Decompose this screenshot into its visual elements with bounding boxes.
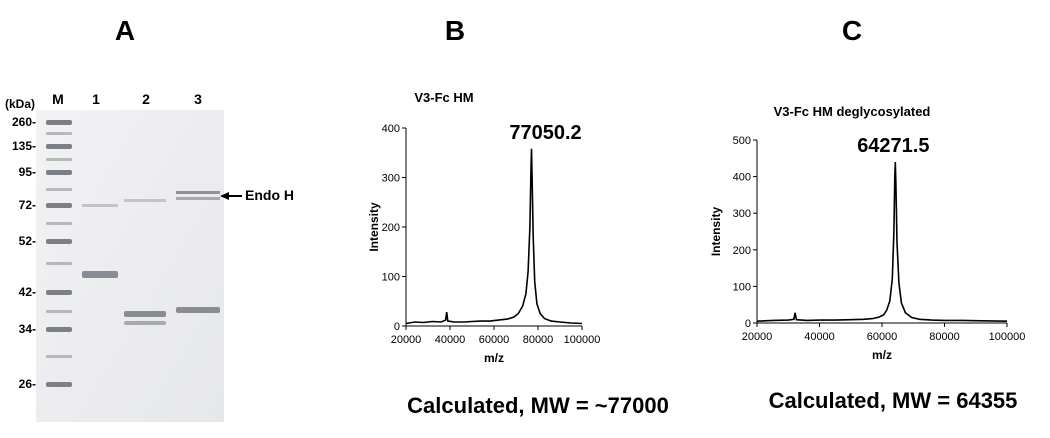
unit-label: (kDa): [5, 97, 35, 111]
lane-label: 1: [92, 91, 100, 107]
y-tick-label: 300: [382, 173, 400, 185]
marker-label: 72-: [19, 198, 36, 212]
sample-bands: [82, 191, 220, 325]
caption: Calculated, MW = 64355: [769, 388, 1018, 413]
y-tick-label: 200: [733, 245, 751, 257]
arrow-head: [220, 192, 229, 200]
y-tick-label: 0: [394, 321, 400, 333]
gel: [36, 110, 224, 422]
x-tick-label: 40000: [804, 331, 835, 343]
y-axis-label: Intensity: [367, 202, 381, 252]
lane-label: 3: [194, 91, 202, 107]
caption: Calculated, MW = ~77000: [407, 393, 669, 418]
y-tick-label: 0: [745, 318, 751, 330]
x-axis-label: m/z: [484, 351, 504, 365]
peak-label: 77050.2: [509, 122, 581, 144]
y-tick-label: 100: [382, 272, 400, 284]
x-tick-label: 20000: [742, 331, 773, 343]
marker-label: 260-: [12, 115, 36, 129]
x-tick-label: 40000: [435, 334, 466, 346]
marker-label: 26-: [19, 377, 36, 391]
chart-title: V3-Fc HM deglycosylated: [774, 104, 931, 119]
y-tick-label: 400: [733, 172, 751, 184]
y-tick-label: 300: [733, 208, 751, 220]
marker-label: 135-: [12, 139, 36, 153]
panel-label: C: [842, 15, 862, 46]
marker-label: 52-: [19, 234, 36, 248]
marker-label: 34-: [19, 322, 36, 336]
spectrum-line: [756, 161, 1008, 322]
y-axis-label: Intensity: [709, 207, 723, 257]
x-tick-label: 80000: [523, 334, 554, 346]
spectrum-line: [405, 148, 583, 325]
marker-label: 42-: [19, 285, 36, 299]
lane-label: 2: [142, 91, 150, 107]
y-tick-label: 500: [733, 135, 751, 147]
panel-label: B: [445, 15, 465, 46]
x-axis-label: m/z: [872, 348, 892, 362]
x-tick-label: 60000: [479, 334, 510, 346]
x-tick-label: 20000: [391, 334, 422, 346]
lane-label: M: [52, 91, 64, 107]
gel-annotation: Endo H: [245, 187, 294, 203]
y-tick-label: 200: [382, 222, 400, 234]
chart-title: V3-Fc HM: [414, 90, 473, 105]
x-tick-label: 100000: [989, 331, 1026, 343]
marker-bands: [46, 120, 72, 387]
y-tick-label: 100: [733, 281, 751, 293]
peak-label: 64271.5: [857, 135, 929, 157]
x-tick-label: 80000: [929, 331, 960, 343]
x-tick-label: 100000: [564, 334, 601, 346]
y-tick-label: 400: [382, 123, 400, 135]
x-tick-label: 60000: [867, 331, 898, 343]
panel-label: A: [115, 15, 135, 46]
marker-label: 95-: [19, 165, 36, 179]
